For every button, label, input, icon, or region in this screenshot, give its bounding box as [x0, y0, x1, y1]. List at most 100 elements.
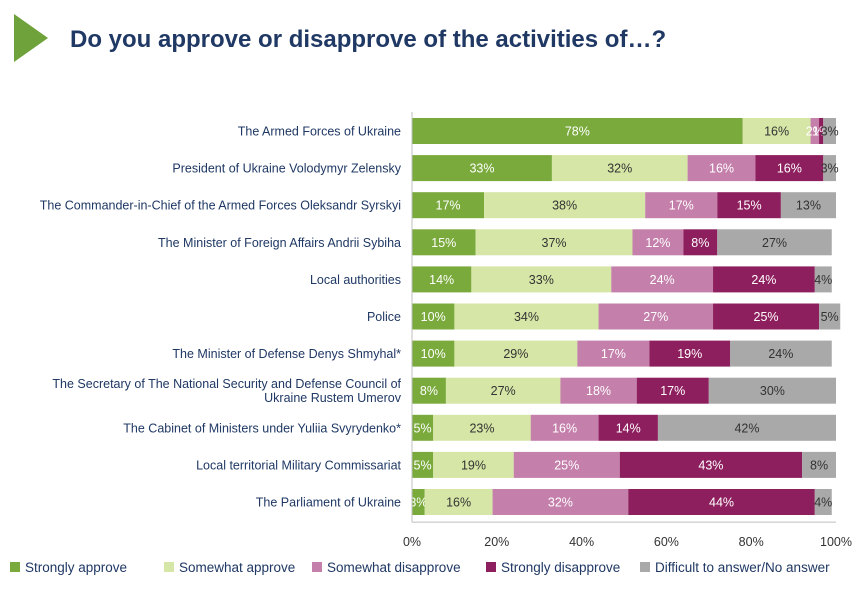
bar-segment	[819, 118, 824, 144]
legend-label: Somewhat approve	[179, 560, 295, 575]
bar-segment	[560, 377, 637, 404]
category-label-line: Ukraine Rustem Umerov	[264, 391, 402, 405]
data-label: 16%	[446, 496, 471, 510]
x-tick-label: 100%	[820, 535, 852, 549]
data-label: 19%	[461, 458, 486, 472]
legend: Strongly approve Somewhat approve Somewhat…	[10, 560, 830, 575]
bar-segment	[433, 451, 514, 478]
category-label: The Armed Forces of Ukraine	[238, 125, 401, 139]
bar-segment	[755, 155, 824, 182]
bar-segment	[412, 229, 476, 256]
data-label: 24%	[650, 273, 675, 287]
data-label: 8%	[810, 458, 828, 472]
bar-segment	[713, 303, 820, 330]
data-label: 16%	[764, 125, 789, 139]
category-label: President of Ukraine Volodymyr Zelensky	[172, 162, 401, 176]
legend-label: Strongly approve	[25, 560, 127, 575]
category-label: The Cabinet of Ministers under Yuliia Sv…	[123, 421, 401, 435]
data-label: 27%	[762, 236, 787, 250]
bar-segment	[819, 303, 841, 330]
bar-segment	[657, 414, 836, 441]
bar-segment	[708, 377, 836, 404]
legend-swatch	[164, 562, 174, 572]
category-label: Police	[367, 310, 401, 324]
data-label: 44%	[709, 496, 734, 510]
legend-label: Strongly disapprove	[501, 560, 620, 575]
bar-segment	[412, 414, 434, 441]
x-tick-label: 20%	[484, 535, 509, 549]
bar-segment	[412, 340, 455, 367]
bar-segment	[814, 489, 832, 515]
category-label-line: The Parliament of Ukraine	[256, 496, 401, 510]
data-label: 3%	[821, 125, 839, 139]
category-label-line: The Armed Forces of Ukraine	[238, 125, 401, 139]
data-label: 16%	[709, 162, 734, 176]
data-label: 17%	[660, 384, 685, 398]
x-tick-label: 80%	[739, 535, 764, 549]
data-label: 32%	[607, 162, 632, 176]
bar-segment	[717, 229, 832, 256]
data-label: 38%	[552, 199, 577, 213]
bar-segment	[424, 489, 493, 515]
data-label: 37%	[542, 236, 567, 250]
data-label: 17%	[601, 347, 626, 361]
bar-segment	[823, 155, 836, 182]
bar-segment	[577, 340, 650, 367]
data-label: 8%	[420, 384, 438, 398]
data-label: 15%	[737, 199, 762, 213]
data-label: 14%	[429, 273, 454, 287]
bar-segment	[810, 118, 820, 144]
category-label: The Commander-in-Chief of the Armed Forc…	[40, 199, 401, 213]
bar-segment	[742, 118, 811, 144]
data-label: 34%	[514, 310, 539, 324]
data-label: 5%	[414, 458, 432, 472]
data-label: 17%	[669, 199, 694, 213]
bar-segment	[530, 414, 599, 441]
category-label: The Minister of Foreign Affairs Andrii S…	[158, 236, 401, 250]
bar-segment	[683, 229, 718, 256]
bar-segment	[649, 340, 730, 367]
x-axis: 0% 20% 40% 60% 80% 100%	[403, 112, 852, 549]
data-label: 19%	[677, 347, 702, 361]
data-label: 30%	[760, 384, 785, 398]
data-label: 43%	[698, 458, 723, 472]
category-label: The Secretary of The National Security a…	[52, 377, 401, 405]
data-label: 29%	[503, 347, 528, 361]
bar-segment	[433, 414, 531, 441]
data-label: 15%	[431, 236, 456, 250]
legend-swatch	[486, 562, 496, 572]
legend-swatch	[312, 562, 322, 572]
data-label: 32%	[548, 496, 573, 510]
bar-segment	[454, 340, 578, 367]
data-label: 8%	[691, 236, 709, 250]
data-label: 18%	[586, 384, 611, 398]
bar-segment	[611, 266, 714, 293]
category-label-line: The Minister of Defense Denys Shmyhal*	[172, 347, 401, 361]
data-label: 14%	[616, 421, 641, 435]
data-label: 3%	[821, 162, 839, 176]
bar-segment	[645, 192, 718, 219]
legend-swatch	[10, 562, 20, 572]
bar-segment	[717, 192, 781, 219]
data-label: 4%	[814, 273, 832, 287]
data-label: 10%	[421, 310, 446, 324]
category-label-line: The Commander-in-Chief of the Armed Forc…	[40, 199, 401, 213]
data-label: 33%	[469, 162, 494, 176]
bar-segment	[598, 414, 658, 441]
bar-segment	[713, 266, 815, 293]
data-label: 27%	[491, 384, 516, 398]
bar-segment	[598, 303, 714, 330]
data-label: 16%	[777, 162, 802, 176]
category-label-line: President of Ukraine Volodymyr Zelensky	[172, 162, 401, 176]
bar-segment	[454, 303, 599, 330]
bar-segment	[730, 340, 832, 367]
bar-segment	[802, 451, 836, 478]
legend-label: Difficult to answer/No answer	[655, 560, 830, 575]
category-label: Local territorial Military Commissariat	[196, 458, 401, 472]
title-arrow-icon	[14, 14, 48, 62]
bar-segment	[687, 155, 756, 182]
data-label: 42%	[734, 421, 759, 435]
bar-segment	[619, 451, 803, 478]
data-label: 24%	[768, 347, 793, 361]
